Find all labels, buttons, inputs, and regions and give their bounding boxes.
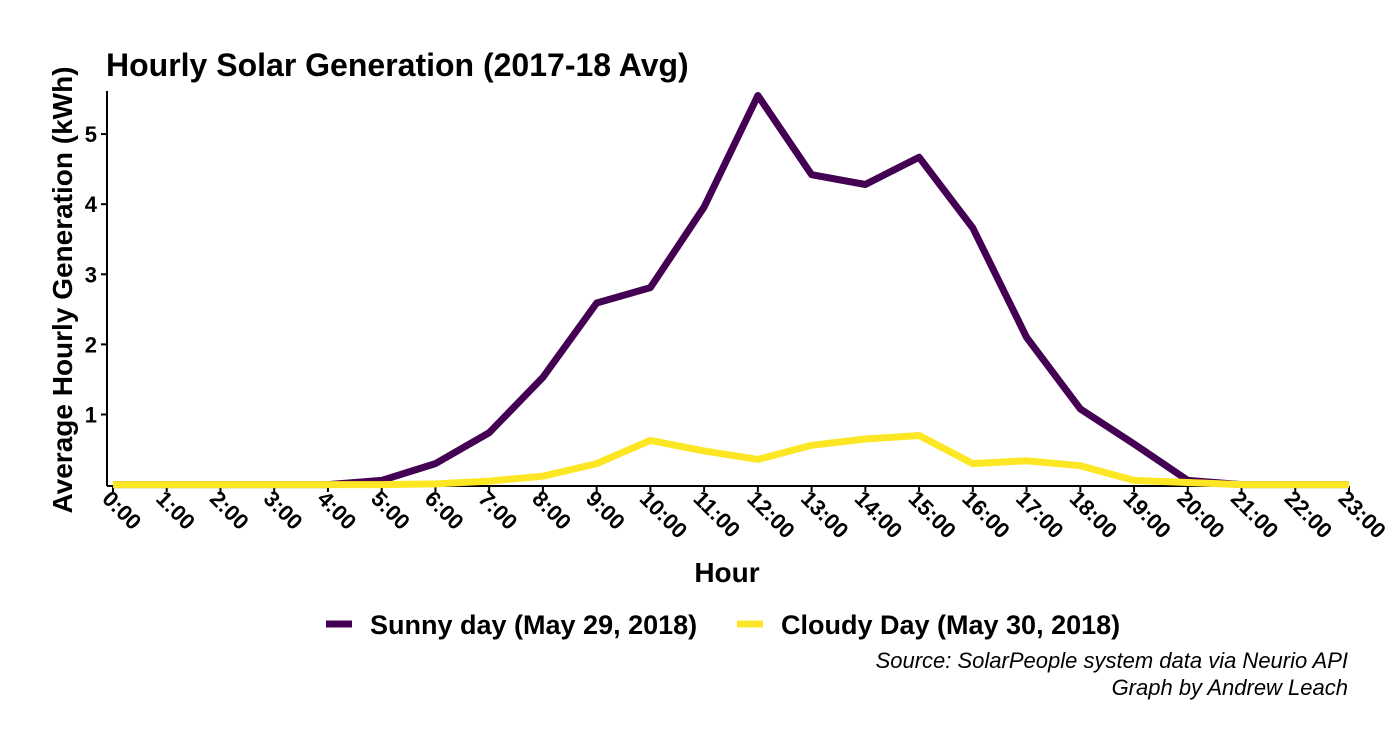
plot-area: 1 2 3 4 5 0:00 1:00 2:00 3:00 4:00 5:00 6:00 7:00 8:0… — [85, 91, 1391, 543]
x-tick-label: 13:00 — [796, 486, 853, 543]
x-tick-label: 21:00 — [1226, 486, 1283, 543]
y-tick-label: 5 — [85, 122, 97, 147]
x-tick-label: 3:00 — [259, 486, 308, 535]
y-axis-title: Average Hourly Generation (kWh) — [47, 66, 78, 513]
x-tick-label: 15:00 — [904, 486, 961, 543]
chart-title: Hourly Solar Generation (2017-18 Avg) — [106, 47, 689, 83]
x-tick-label: 0:00 — [97, 486, 146, 535]
x-tick-label: 14:00 — [850, 486, 907, 543]
x-tick-label: 19:00 — [1119, 486, 1176, 543]
y-tick-label: 1 — [85, 402, 97, 427]
x-tick-label: 9:00 — [581, 486, 630, 535]
x-tick-label: 8:00 — [527, 486, 576, 535]
legend-label-cloudy: Cloudy Day (May 30, 2018) — [781, 610, 1120, 640]
y-tick-label: 2 — [85, 332, 97, 357]
x-tick-label: 2:00 — [205, 486, 254, 535]
x-tick-label: 1:00 — [151, 486, 200, 535]
y-tick-label: 4 — [85, 192, 98, 217]
x-tick-label: 12:00 — [742, 486, 799, 543]
legend: Sunny day (May 29, 2018) Cloudy Day (May … — [326, 610, 1120, 640]
x-tick-label: 18:00 — [1065, 486, 1122, 543]
x-tick-label: 23:00 — [1333, 486, 1390, 543]
x-tick-label: 5:00 — [366, 486, 415, 535]
x-tick-label: 10:00 — [635, 486, 692, 543]
x-tick-label: 4:00 — [312, 486, 361, 535]
series-line-sunny — [113, 92, 1349, 489]
caption-credit: Graph by Andrew Leach — [1112, 675, 1348, 700]
y-tick-label: 3 — [85, 262, 97, 287]
x-tick-label: 22:00 — [1280, 486, 1337, 543]
x-tick-label: 11:00 — [689, 486, 746, 543]
x-tick-label: 17:00 — [1011, 486, 1068, 543]
x-tick-label: 16:00 — [957, 486, 1014, 543]
x-tick-label: 6:00 — [420, 486, 469, 535]
x-tick-label: 7:00 — [474, 486, 523, 535]
x-axis-title: Hour — [694, 557, 759, 588]
x-tick-label: 20:00 — [1172, 486, 1229, 543]
caption-source: Source: SolarPeople system data via Neur… — [876, 648, 1348, 673]
series-line-cloudy — [113, 432, 1349, 489]
legend-label-sunny: Sunny day (May 29, 2018) — [370, 610, 697, 640]
